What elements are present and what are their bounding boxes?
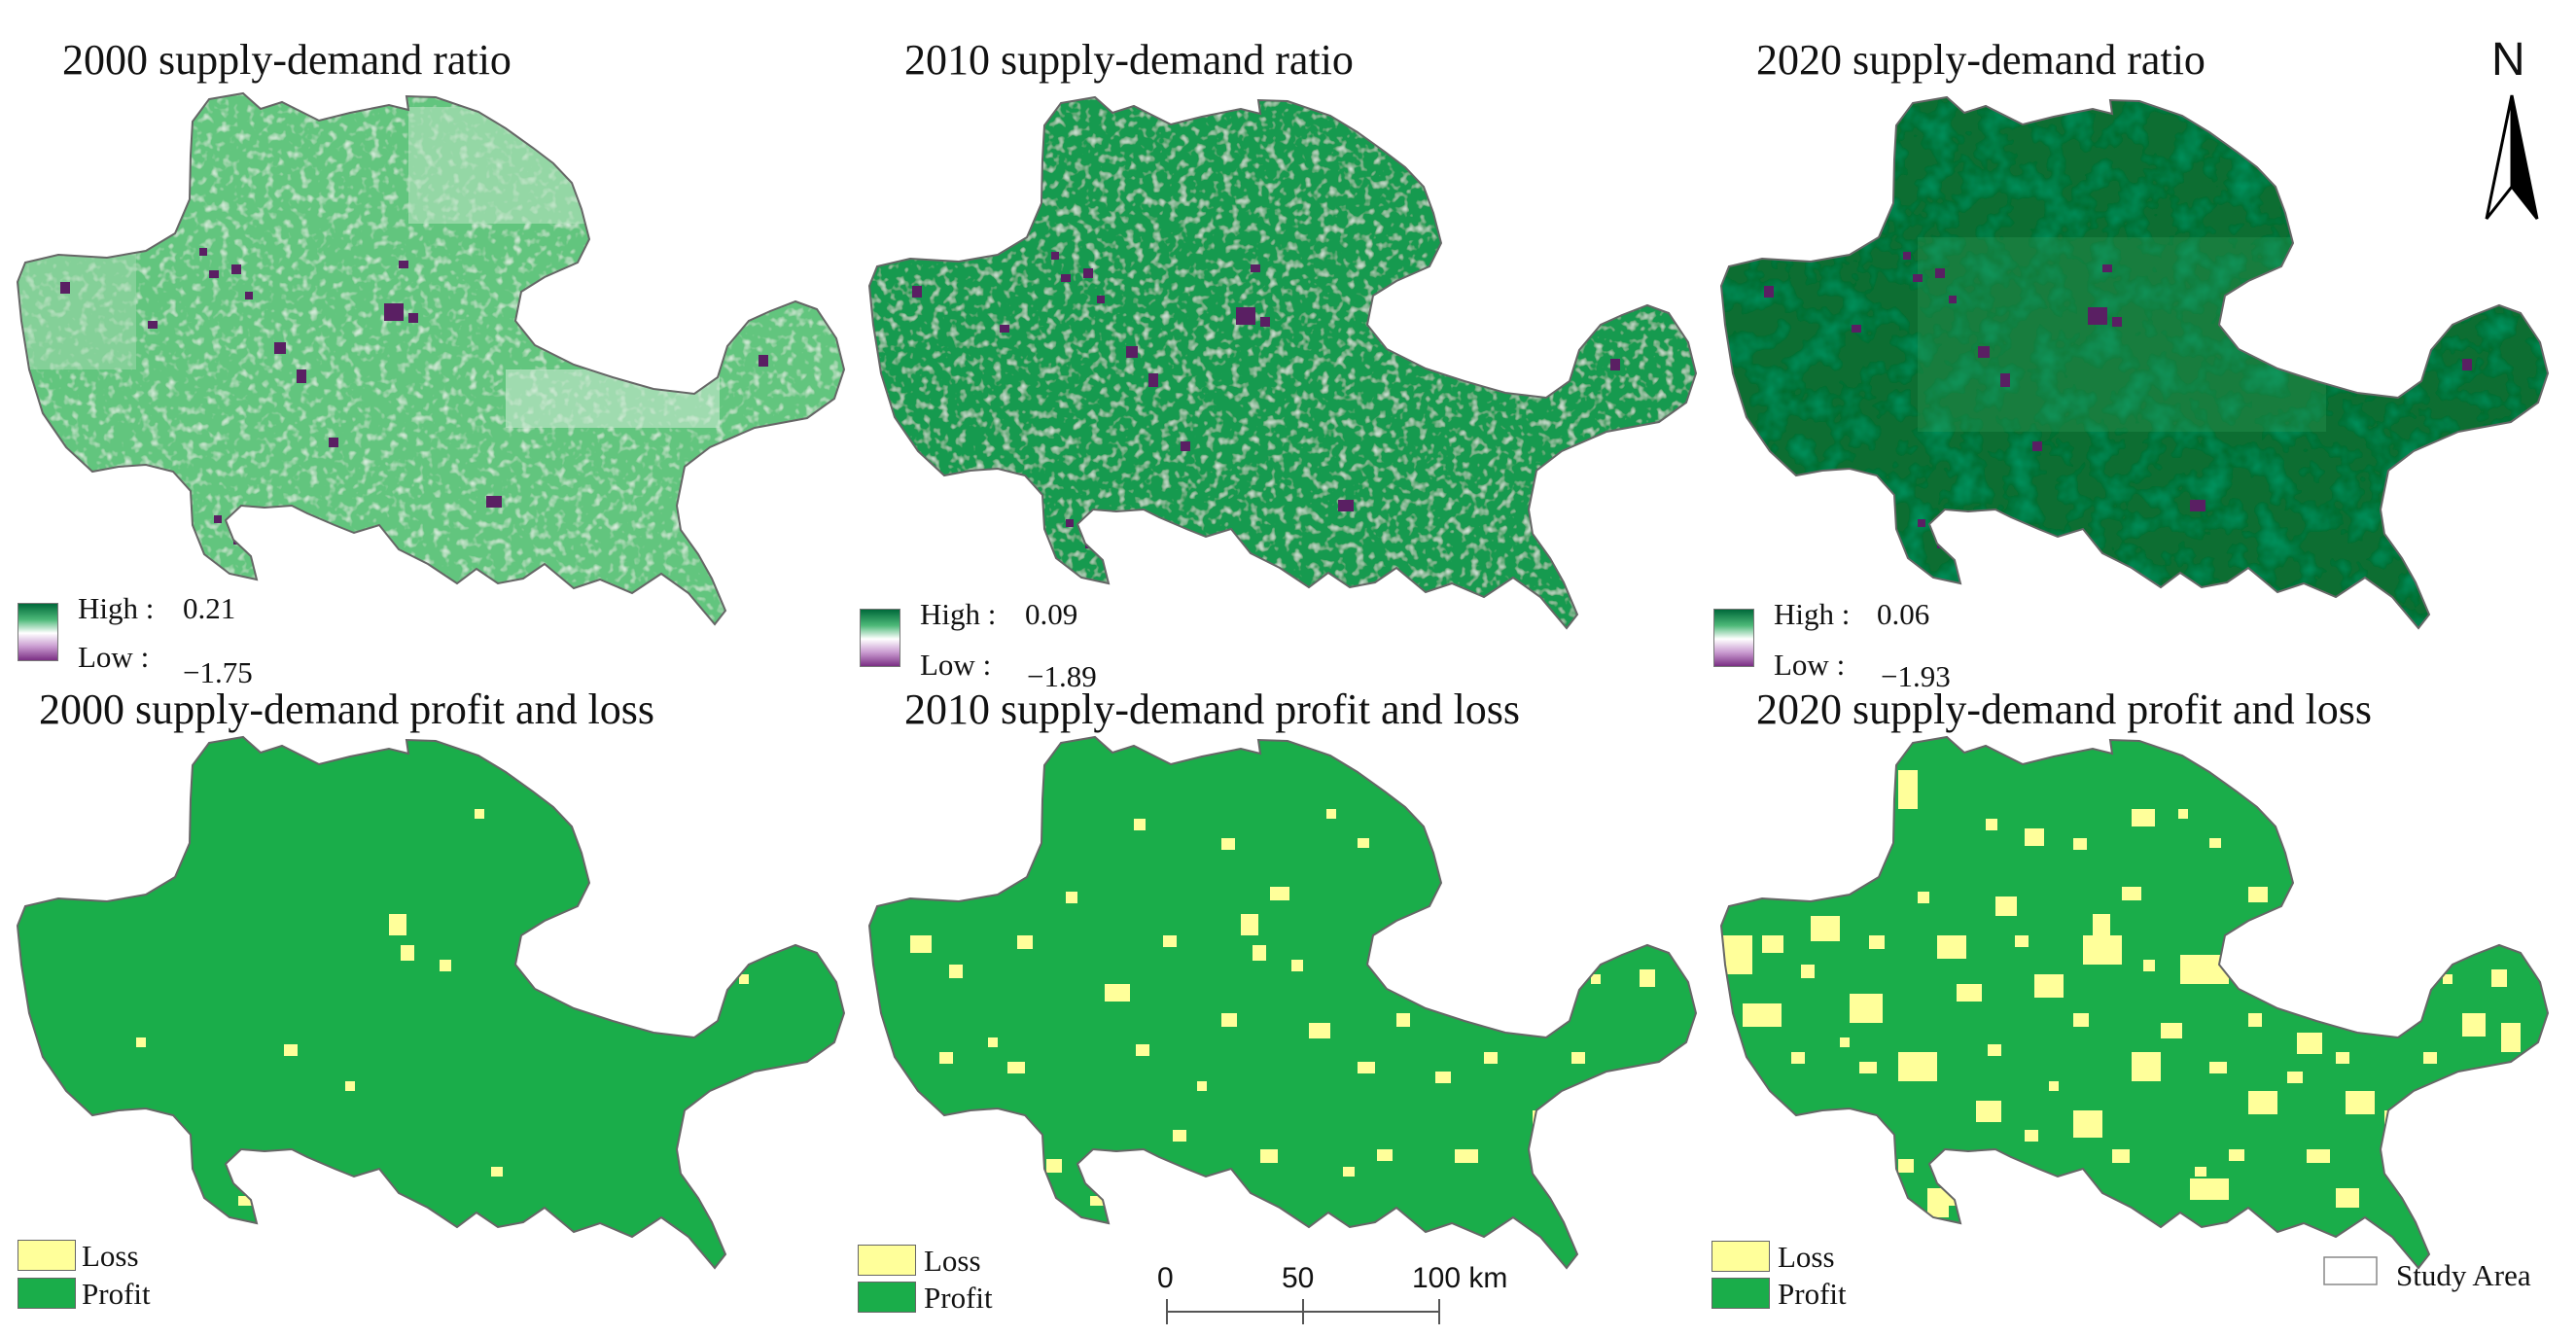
study-area-swatch [2323,1256,2378,1285]
map-profit-loss-2000 [16,735,846,1270]
north-arrow-icon [2485,94,2539,220]
study-area-label: Study Area [2396,1258,2531,1292]
legend-high-value: 0.06 [1877,597,1930,631]
legend-high-label: High : [920,597,997,631]
profit-swatch [1711,1278,1770,1309]
legend-high-value: 0.09 [1025,597,1078,631]
legend-high-label: High : [78,591,155,625]
ratio-color-ramp [1713,609,1754,667]
legend-high-value: 0.21 [183,591,236,625]
boundary [16,735,846,1270]
panel-title-ratio-2010: 2010 supply-demand ratio [904,36,1354,84]
scale-label-50: 50 [1282,1262,1315,1294]
map-ratio-2000 [16,91,846,626]
scale-label-0: 0 [1157,1262,1174,1294]
loss-swatch [858,1245,916,1276]
boundary [1719,735,2550,1270]
panel-title-ratio-2000: 2000 supply-demand ratio [62,36,512,84]
map-ratio-2010 [867,95,1698,630]
legend-low-label: Low : [78,640,150,674]
map-ratio-2020 [1719,95,2550,630]
legend-profit-label: Profit [1778,1277,1847,1311]
legend-low-value: −1.89 [1027,659,1097,693]
legend-loss-label: Loss [1778,1240,1835,1274]
legend-profit-label: Profit [82,1277,151,1311]
panel-title-profit-loss-2010: 2010 supply-demand profit and loss [904,686,1521,733]
ratio-color-ramp [860,609,900,667]
map-profit-loss-2020 [1719,735,2550,1270]
boundary [16,91,846,626]
legend-loss-label: Loss [82,1239,139,1273]
legend-loss-label: Loss [924,1244,981,1278]
north-letter: N [2491,34,2525,86]
boundary [867,735,1698,1270]
profit-swatch [18,1278,76,1309]
legend-low-label: Low : [1774,648,1846,682]
legend-high-label: High : [1774,597,1851,631]
panel-title-profit-loss-2000: 2000 supply-demand profit and loss [39,686,655,733]
profit-swatch [858,1282,916,1313]
panel-title-ratio-2020: 2020 supply-demand ratio [1756,36,2205,84]
legend-low-value: −1.93 [1881,659,1951,693]
ratio-color-ramp [18,603,58,661]
map-profit-loss-2010 [867,735,1698,1270]
legend-profit-label: Profit [924,1281,993,1315]
boundary [867,95,1698,630]
loss-swatch [18,1240,76,1271]
legend-low-value: −1.75 [183,655,253,689]
legend-low-label: Low : [920,648,992,682]
panel-title-profit-loss-2020: 2020 supply-demand profit and loss [1756,686,2373,733]
scale-bar [1166,1299,1440,1324]
boundary [1719,95,2550,630]
loss-swatch [1711,1241,1770,1272]
scale-label-100: 100 km [1412,1262,1508,1294]
